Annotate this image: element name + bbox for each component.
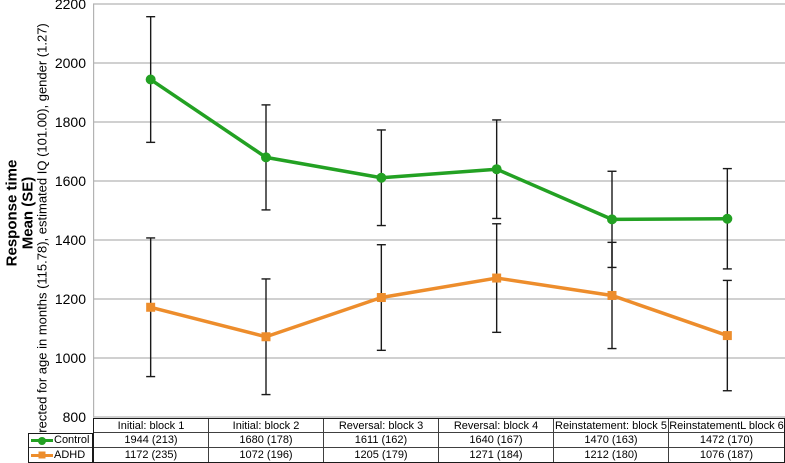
table-value-cell: 1611 (162): [324, 433, 439, 448]
blocks-table: Initial: block 1 Initial: block 2 Reversal…: [93, 418, 785, 463]
y-tick-label: 1000: [54, 350, 86, 366]
legend-label: Control: [54, 434, 90, 446]
legend-line-square-icon: [31, 451, 53, 459]
legend-row-adhd: ADHD: [29, 448, 92, 462]
plot-svg: [93, 3, 785, 418]
y-axis-title-line1: Response time: [3, 159, 21, 267]
table-value-cell: 1212 (180): [554, 447, 669, 462]
table-header-cell: Reversal: block 4: [439, 419, 554, 434]
table-header-cell: ReinstatementL block 6: [669, 419, 784, 434]
table-header-cell: Reinstatement: block 5: [554, 419, 669, 434]
table-header-cell: Initial: block 1: [94, 419, 209, 434]
y-tick-label: 2000: [54, 55, 86, 71]
gridlines: [93, 3, 785, 418]
legend-row-control: Control: [29, 434, 92, 448]
table-value-cell: 1944 (213): [94, 433, 209, 448]
series-markers-adhd: [146, 273, 732, 342]
table-header-cell: Reversal: block 3: [324, 419, 439, 434]
table-value-cell: 1640 (167): [439, 433, 554, 448]
table-value-cell: 1172 (235): [94, 447, 209, 462]
table-value-cell: 1271 (184): [439, 447, 554, 462]
error-bars-adhd: [146, 223, 732, 396]
y-tick-label: 1400: [54, 232, 86, 248]
table-header-cell: Initial: block 2: [209, 419, 324, 434]
table-value-cell: 1205 (179): [324, 447, 439, 462]
legend-line-circle-icon: [31, 436, 53, 445]
error-bars-control: [146, 15, 732, 270]
circle-marker-icon: [38, 436, 46, 445]
table-value-cell: 1470 (163): [554, 433, 669, 448]
legend: Control ADHD: [28, 433, 93, 463]
table-value-cell: 1076 (187): [699, 448, 754, 461]
table-value-cell: 1472 (170): [669, 433, 784, 448]
y-tick-label: 1600: [54, 173, 86, 189]
series-markers-control: [145, 74, 733, 225]
y-tick-label: 800: [62, 409, 86, 425]
y-tick-label: 1800: [54, 114, 86, 130]
table-value-cell: 1680 (178): [209, 433, 324, 448]
series-line-control: [148, 77, 730, 222]
legend-label: ADHD: [54, 448, 86, 461]
table-value-cell: 1072 (196): [209, 447, 324, 462]
y-tick-label: 1200: [54, 291, 86, 307]
square-marker-icon: [38, 451, 46, 459]
series-line-adhd: [148, 276, 730, 339]
y-tick-label: 2200: [54, 0, 86, 12]
